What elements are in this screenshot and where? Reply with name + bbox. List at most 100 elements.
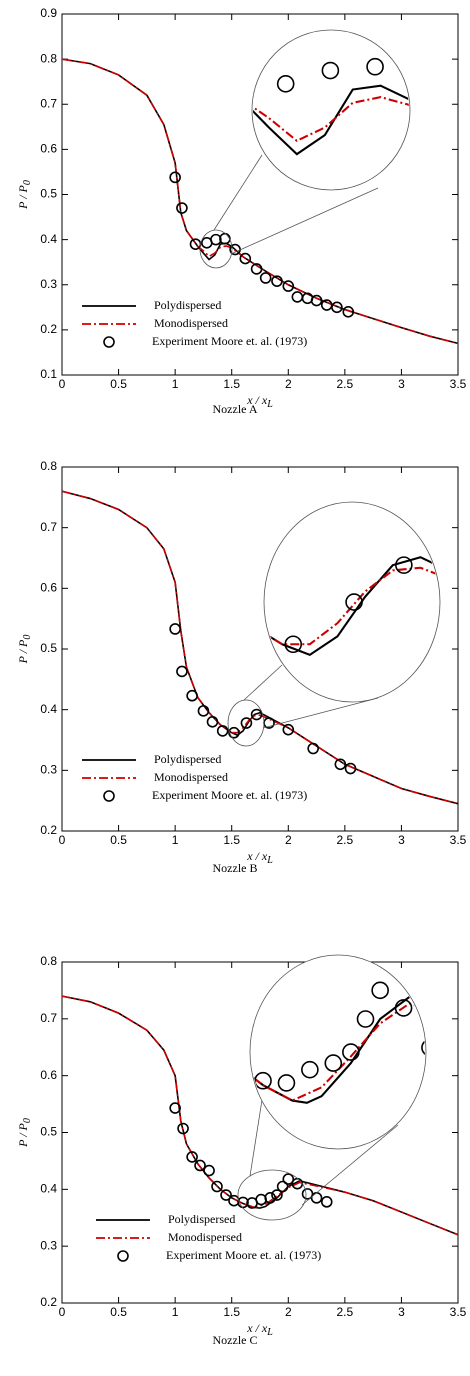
data-point bbox=[186, 1151, 198, 1163]
x-tick-label: 1 bbox=[172, 833, 179, 847]
data-point bbox=[264, 1192, 276, 1204]
x-tick-label: 0 bbox=[59, 833, 66, 847]
zoom-inset bbox=[136, 503, 439, 701]
data-point bbox=[356, 1010, 375, 1028]
y-axis-label: P / P0 bbox=[16, 180, 34, 210]
data-point bbox=[239, 252, 252, 265]
y-tick-label: 0.8 bbox=[40, 954, 57, 968]
y-tick-label: 0.3 bbox=[40, 1238, 57, 1252]
zoom-connector bbox=[213, 154, 263, 231]
legend-label: Experiment Moore et. al. (1973) bbox=[152, 334, 307, 348]
legend-label: Polydispersed bbox=[154, 752, 221, 766]
data-point bbox=[417, 104, 433, 120]
x-tick-label: 0.5 bbox=[110, 833, 127, 847]
data-point bbox=[211, 1044, 227, 1060]
data-point bbox=[282, 280, 295, 292]
caption: Nozzle A bbox=[213, 402, 258, 416]
y-tick-label: 0.8 bbox=[40, 459, 57, 473]
y-tick-label: 0.5 bbox=[40, 187, 57, 201]
data-point bbox=[445, 1055, 461, 1071]
y-axis-label-sub: 0 bbox=[22, 1118, 33, 1123]
y-tick-label: 0.8 bbox=[40, 51, 57, 65]
data-point bbox=[206, 715, 219, 728]
data-point bbox=[169, 1102, 181, 1114]
data-point bbox=[216, 725, 229, 737]
legend-marker bbox=[103, 336, 115, 348]
x-tick-label: 0.5 bbox=[110, 377, 127, 391]
data-point bbox=[79, 707, 95, 723]
y-tick-label: 0.7 bbox=[40, 96, 57, 110]
x-tick-label: 3 bbox=[398, 1305, 405, 1319]
data-point bbox=[232, 1066, 248, 1082]
data-line bbox=[253, 31, 409, 189]
data-point bbox=[371, 981, 389, 1000]
zoom-connector bbox=[262, 697, 379, 729]
data-point bbox=[342, 306, 355, 318]
data-point bbox=[188, 1011, 204, 1027]
x-tick-label: 3.5 bbox=[450, 1305, 467, 1319]
data-point bbox=[186, 689, 198, 702]
data-point bbox=[284, 635, 303, 654]
data-point bbox=[176, 202, 188, 214]
y-tick-label: 0.4 bbox=[40, 702, 57, 716]
x-axis-label-sub: L bbox=[266, 1327, 273, 1338]
data-point bbox=[197, 705, 210, 717]
x-tick-label: 2 bbox=[285, 1305, 292, 1319]
data-line bbox=[253, 31, 409, 189]
data-point bbox=[307, 742, 319, 755]
data-point bbox=[276, 1180, 289, 1193]
y-axis-label: P / P0 bbox=[16, 1118, 34, 1148]
x-axis-label: x / xL bbox=[246, 849, 273, 867]
y-tick-label: 0.4 bbox=[40, 1182, 57, 1196]
y-tick-label: 0.5 bbox=[40, 1125, 57, 1139]
data-point bbox=[220, 1189, 232, 1201]
y-tick-label: 0.6 bbox=[40, 581, 57, 595]
x-tick-label: 3.5 bbox=[450, 377, 467, 391]
x-tick-label: 2.5 bbox=[337, 377, 354, 391]
x-tick-label: 1.5 bbox=[223, 1305, 240, 1319]
y-tick-label: 0.3 bbox=[40, 763, 57, 777]
y-tick-label: 0.2 bbox=[40, 823, 57, 837]
legend-label: Experiment Moore et. al. (1973) bbox=[152, 788, 307, 802]
data-point bbox=[320, 1196, 333, 1208]
data-point bbox=[203, 1164, 215, 1177]
zoom-connector bbox=[301, 1124, 399, 1206]
x-tick-label: 3 bbox=[398, 377, 405, 391]
data-line bbox=[61, 995, 459, 1236]
x-tick-label: 3.5 bbox=[450, 833, 467, 847]
zoom-region bbox=[227, 699, 265, 747]
data-point bbox=[144, 929, 160, 945]
y-tick-label: 0.7 bbox=[40, 1011, 57, 1025]
x-axis-label-main: x / x bbox=[246, 393, 268, 407]
y-tick-label: 0.6 bbox=[40, 1068, 57, 1082]
data-point bbox=[136, 541, 152, 557]
data-point bbox=[276, 75, 295, 93]
data-point bbox=[180, 589, 196, 605]
data-point bbox=[194, 1159, 206, 1172]
x-tick-label: 1 bbox=[172, 1305, 179, 1319]
data-point bbox=[277, 1074, 296, 1092]
x-tick-label: 2.5 bbox=[337, 833, 354, 847]
data-line bbox=[251, 956, 425, 1148]
zoom-inset bbox=[79, 707, 461, 1148]
data-line bbox=[265, 503, 439, 701]
zoom-connector bbox=[243, 664, 283, 701]
data-point bbox=[240, 717, 253, 729]
x-axis-label-main: x / x bbox=[246, 1321, 268, 1335]
data-point bbox=[291, 291, 304, 303]
y-tick-label: 0.2 bbox=[40, 1295, 57, 1309]
data-line bbox=[61, 490, 459, 805]
data-point bbox=[342, 1043, 360, 1061]
chart-panel: 0 0.5 1 1.5 2 2.5 3 3.5 0.2 0.3 0.4 0.5 0.6 0.7 0.8 x /… bbox=[16, 459, 467, 875]
x-tick-label: 2.5 bbox=[337, 1305, 354, 1319]
y-tick-label: 0.2 bbox=[40, 322, 57, 336]
zoom-inset-bg bbox=[250, 955, 426, 1149]
legend-label: Polydispersed bbox=[168, 1212, 235, 1226]
x-tick-label: 0 bbox=[59, 377, 66, 391]
x-tick-label: 1.5 bbox=[223, 377, 240, 391]
y-tick-label: 0.6 bbox=[40, 142, 57, 156]
data-point bbox=[259, 272, 272, 284]
data-point bbox=[176, 665, 188, 678]
